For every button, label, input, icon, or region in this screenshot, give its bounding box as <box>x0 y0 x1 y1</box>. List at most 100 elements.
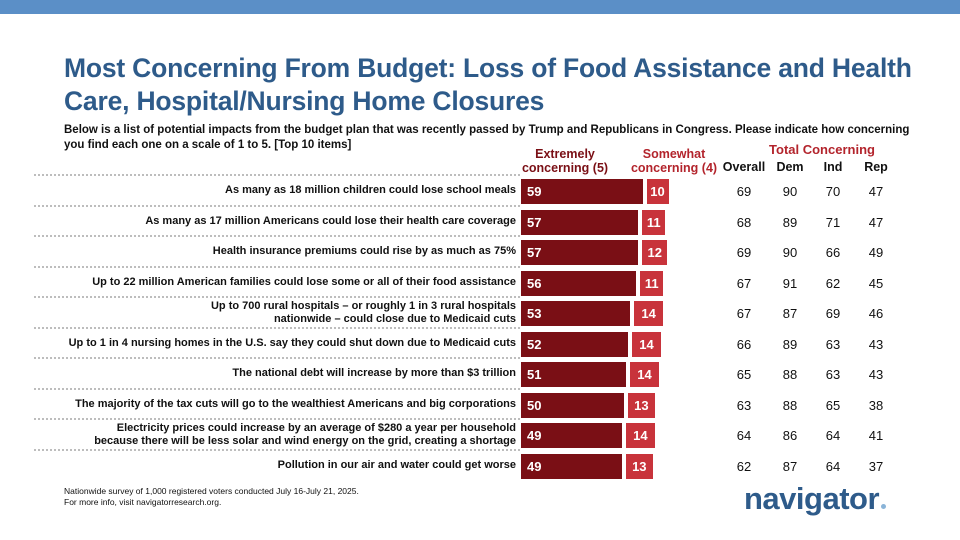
bar-extremely-concerning: 56 <box>521 270 637 296</box>
chart-subtitle: Below is a list of potential impacts fro… <box>64 124 910 151</box>
total-dem-value: 90 <box>782 184 798 199</box>
bar-value-label: 49 <box>527 458 542 474</box>
bar-somewhat-concerning: 14 <box>630 362 659 387</box>
bar-value-label: 12 <box>647 245 662 260</box>
logo-dot <box>881 504 887 509</box>
bar-value-label: 14 <box>633 428 648 443</box>
total-ind-value: 64 <box>825 458 841 474</box>
bar-value-label: 57 <box>527 214 542 230</box>
total-rep-value: 43 <box>868 367 884 382</box>
chart-row: As many as 17 million Americans could lo… <box>0 204 960 237</box>
category-label: Health insurance premiums could rise by … <box>16 245 516 258</box>
bar-somewhat-concerning: 14 <box>625 423 655 448</box>
col-header-ind: Ind <box>823 160 843 174</box>
bar-value-label: 14 <box>637 367 652 382</box>
total-ind-value: 64 <box>825 428 841 443</box>
category-label-line: Health insurance premiums could rise by … <box>212 245 516 257</box>
row-separator <box>34 326 520 329</box>
total-overall-value: 64 <box>736 428 752 443</box>
chart-row: Up to 1 in 4 nursing homes in the U.S. s… <box>0 326 960 359</box>
total-rep-value: 49 <box>868 245 884 260</box>
category-label-line: nationwide – could close due to Medicaid… <box>273 313 516 325</box>
total-rep-value: 47 <box>868 184 884 199</box>
bar-value-label: 49 <box>527 428 542 443</box>
category-label-line: Up to 22 million American families could… <box>92 275 516 288</box>
total-dem-value: 87 <box>782 306 798 321</box>
row-separator <box>34 265 520 268</box>
footnote-line: For more info, visit navigatorresearch.o… <box>64 497 222 507</box>
total-dem-value: 87 <box>782 458 798 474</box>
row-separator <box>34 357 520 359</box>
category-label: Up to 700 rural hospitals – or roughly 1… <box>16 300 516 326</box>
total-overall-value: 68 <box>736 214 752 230</box>
bar-extremely-concerning: 57 <box>521 209 639 235</box>
row-separator <box>34 174 520 176</box>
row-separator <box>34 204 520 207</box>
chart-title: Most Concerning From Budget: Loss of Foo… <box>64 53 912 116</box>
total-ind-value: 63 <box>825 367 841 382</box>
total-dem-value: 89 <box>782 336 798 352</box>
total-ind-value: 65 <box>825 397 841 413</box>
footnote: Nationwide survey of 1,000 registered vo… <box>64 486 359 508</box>
col-header-dem: Dem <box>776 160 804 174</box>
row-separator <box>34 235 520 237</box>
bar-somewhat-concerning: 13 <box>628 392 655 418</box>
total-overall-value: 65 <box>736 367 752 382</box>
total-rep-value: 41 <box>868 428 884 443</box>
col-header-overall: Overall <box>722 160 766 174</box>
total-ind-value: 63 <box>825 336 841 352</box>
total-rep-value: 46 <box>868 306 884 321</box>
total-overall-value: 62 <box>736 458 752 474</box>
bar-value-label: 10 <box>650 184 665 199</box>
bar-value-label: 57 <box>527 245 542 260</box>
category-label: Up to 22 million American families could… <box>16 276 516 289</box>
total-ind-value: 62 <box>825 275 841 291</box>
category-label: Electricity prices could increase by an … <box>16 422 516 448</box>
category-label: The majority of the tax cuts will go to … <box>16 398 516 411</box>
category-label-line: As many as 18 million children could los… <box>225 184 516 196</box>
legend-somewhat-concerning: Somewhat concerning (4) <box>630 147 718 175</box>
total-rep-value: 43 <box>868 336 884 352</box>
category-label: Pollution in our air and water could get… <box>16 459 516 472</box>
chart-row: The national debt will increase by more … <box>0 357 960 389</box>
bar-somewhat-concerning: 12 <box>642 240 668 265</box>
bar-somewhat-concerning: 14 <box>634 301 663 326</box>
bar-value-label: 53 <box>527 306 542 321</box>
category-label: The national debt will increase by more … <box>16 367 516 380</box>
category-label: Up to 1 in 4 nursing homes in the U.S. s… <box>16 337 516 350</box>
bar-value-label: 14 <box>641 306 656 321</box>
bar-value-label: 56 <box>527 275 542 291</box>
row-separator <box>34 387 520 390</box>
chart-row: The majority of the tax cuts will go to … <box>0 387 960 420</box>
total-rep-value: 38 <box>868 397 884 413</box>
top-accent-bar <box>0 0 960 14</box>
bar-somewhat-concerning: 14 <box>632 331 661 357</box>
category-label-line: Up to 700 rural hospitals – or roughly 1… <box>210 300 516 312</box>
total-ind-value: 70 <box>825 184 841 199</box>
category-label-line: As many as 17 million Americans could lo… <box>145 214 516 227</box>
bar-extremely-concerning: 57 <box>521 240 639 265</box>
legend-extremely-concerning: Extremely concerning (5) <box>521 147 609 175</box>
bar-value-label: 11 <box>644 275 659 291</box>
category-label-line: because there will be less solar and win… <box>94 435 516 447</box>
total-rep-value: 37 <box>868 458 884 474</box>
total-overall-value: 63 <box>736 397 752 413</box>
bar-extremely-concerning: 59 <box>521 179 643 204</box>
total-overall-value: 67 <box>736 306 752 321</box>
navigator-logo: navigator <box>744 481 887 517</box>
category-label-line: Electricity prices could increase by an … <box>116 422 516 434</box>
row-separator <box>34 296 520 298</box>
bar-extremely-concerning: 52 <box>521 331 629 357</box>
bar-extremely-concerning: 49 <box>521 453 622 479</box>
bar-value-label: 13 <box>632 458 647 474</box>
footnote-line: Nationwide survey of 1,000 registered vo… <box>64 486 359 496</box>
total-overall-value: 69 <box>736 184 752 199</box>
total-concerning-header: Total Concerning <box>769 142 875 157</box>
logo-text: navigator <box>744 481 880 516</box>
category-label-line: The majority of the tax cuts will go to … <box>75 397 516 410</box>
col-header-rep: Rep <box>864 160 888 174</box>
total-ind-value: 71 <box>825 214 841 230</box>
row-separator <box>34 448 520 451</box>
bar-somewhat-concerning: 10 <box>646 179 669 204</box>
bar-value-label: 51 <box>527 367 542 382</box>
